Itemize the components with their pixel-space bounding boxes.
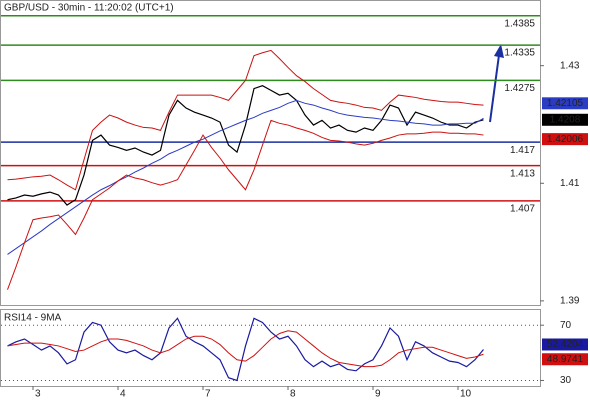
x-tick-label: 10: [460, 389, 472, 400]
y-tick-label: 1.43: [560, 60, 580, 71]
x-tick-label: 8: [290, 389, 296, 400]
series-line: [7, 85, 484, 206]
x-tick-label: 9: [375, 389, 381, 400]
value-box: [542, 97, 588, 110]
y-tick-label: 70: [560, 320, 572, 331]
level-label: 1.4335: [504, 48, 535, 59]
series-line: [7, 99, 484, 255]
level-label: 1.407: [510, 204, 535, 215]
price-panel: [0, 0, 541, 306]
series-line: [7, 119, 484, 290]
value-box-label: 52.4204: [547, 339, 584, 350]
level-label: 1.413: [510, 168, 535, 179]
level-label: 1.4385: [504, 18, 535, 29]
value-box: [542, 353, 588, 366]
y-tick-label: 1.41: [560, 178, 580, 189]
x-tick-label: 3: [35, 389, 41, 400]
value-box-label: 1.4208: [550, 114, 581, 125]
series-line: [7, 317, 484, 382]
rsi-title: RSI14 - 9MA: [4, 313, 62, 324]
level-label: 1.417: [510, 145, 535, 156]
rsi-panel: [0, 309, 541, 387]
forecast-arrow: [489, 44, 504, 123]
value-box-label: 1.42006: [547, 134, 584, 145]
y-tick-label: 1.39: [560, 296, 580, 307]
value-box-label: 48.9741: [547, 354, 584, 365]
series-line: [7, 330, 484, 368]
chart-title: GBP/USD - 30min - 11:20:02 (UTC+1): [4, 3, 174, 14]
x-tick-label: 4: [120, 389, 126, 400]
value-box: [542, 338, 588, 351]
value-box: [542, 133, 588, 146]
value-box: [542, 113, 588, 126]
x-tick-label: 7: [205, 389, 211, 400]
series-line: [7, 49, 484, 191]
y-tick-label: 30: [560, 375, 572, 386]
level-label: 1.4275: [504, 83, 535, 94]
value-box-label: 1.42105: [547, 98, 584, 109]
